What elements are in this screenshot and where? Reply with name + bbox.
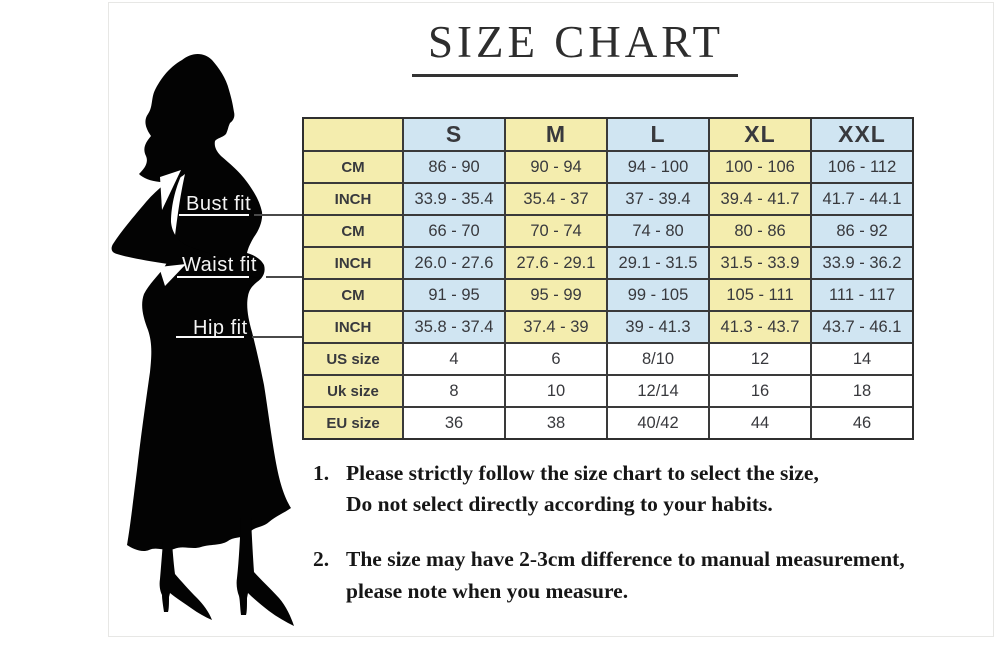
waist-fit-line bbox=[266, 276, 302, 278]
silhouette-gap-upper bbox=[160, 170, 181, 210]
table-cell: 14 bbox=[812, 344, 912, 374]
table-cell: 43.7 - 46.1 bbox=[812, 312, 912, 342]
table-cell: 66 - 70 bbox=[404, 216, 504, 246]
note-number: 1. bbox=[313, 461, 330, 485]
table-cell: 86 - 90 bbox=[404, 152, 504, 182]
size-column-header-s: S bbox=[404, 119, 504, 150]
size-table: S M L XL XXL CM 86 - 90 90 - 94 94 - 100… bbox=[302, 117, 914, 440]
row-label: Uk size bbox=[304, 376, 402, 406]
row-label: INCH bbox=[304, 312, 402, 342]
notes: 1. Please strictly follow the size chart… bbox=[313, 458, 993, 607]
table-cell: 39.4 - 41.7 bbox=[710, 184, 810, 214]
silhouette-arm bbox=[111, 170, 261, 278]
table-cell: 8/10 bbox=[608, 344, 708, 374]
table-cell: 44 bbox=[710, 408, 810, 438]
note-line: The size may have 2-3cm difference to ma… bbox=[346, 547, 905, 572]
table-cell: 90 - 94 bbox=[506, 152, 606, 182]
table-cell: 46 bbox=[812, 408, 912, 438]
table-cell: 16 bbox=[710, 376, 810, 406]
table-cell: 94 - 100 bbox=[608, 152, 708, 182]
table-cell: 10 bbox=[506, 376, 606, 406]
hip-fit-line bbox=[252, 336, 302, 338]
note-number: 2. bbox=[313, 547, 330, 572]
table-cell: 35.8 - 37.4 bbox=[404, 312, 504, 342]
title-underline bbox=[412, 74, 738, 77]
table-cell: 8 bbox=[404, 376, 504, 406]
table-cell: 37 - 39.4 bbox=[608, 184, 708, 214]
row-label: EU size bbox=[304, 408, 402, 438]
row-label: CM bbox=[304, 216, 402, 246]
row-label: CM bbox=[304, 280, 402, 310]
table-cell: 39 - 41.3 bbox=[608, 312, 708, 342]
table-cell: 12/14 bbox=[608, 376, 708, 406]
row-label: US size bbox=[304, 344, 402, 374]
size-column-header-xl: XL bbox=[710, 119, 810, 150]
size-column-header-l: L bbox=[608, 119, 708, 150]
table-cell: 105 - 111 bbox=[710, 280, 810, 310]
table-cell: 41.3 - 43.7 bbox=[710, 312, 810, 342]
table-corner-cell bbox=[304, 119, 402, 150]
table-cell: 111 - 117 bbox=[812, 280, 912, 310]
table-cell: 37.4 - 39 bbox=[506, 312, 606, 342]
note-text: The size may have 2-3cm difference to ma… bbox=[346, 544, 905, 606]
silhouette-front-leg bbox=[236, 518, 294, 626]
hip-fit-line-white bbox=[176, 336, 244, 338]
page-title: SIZE CHART bbox=[427, 17, 725, 67]
silhouette-body bbox=[127, 54, 291, 552]
row-label: INCH bbox=[304, 248, 402, 278]
table-cell: 80 - 86 bbox=[710, 216, 810, 246]
row-label: INCH bbox=[304, 184, 402, 214]
table-cell: 95 - 99 bbox=[506, 280, 606, 310]
bust-fit-label: Bust fit bbox=[186, 193, 252, 215]
row-label: CM bbox=[304, 152, 402, 182]
waist-fit-line-white bbox=[177, 276, 249, 278]
table-cell: 4 bbox=[404, 344, 504, 374]
size-column-header-xxl: XXL bbox=[812, 119, 912, 150]
table-cell: 31.5 - 33.9 bbox=[710, 248, 810, 278]
table-cell: 38 bbox=[506, 408, 606, 438]
note-item: 1. Please strictly follow the size chart… bbox=[313, 458, 993, 520]
table-cell: 99 - 105 bbox=[608, 280, 708, 310]
note-text: Please strictly follow the size chart to… bbox=[346, 458, 819, 520]
table-cell: 86 - 92 bbox=[812, 216, 912, 246]
table-cell: 18 bbox=[812, 376, 912, 406]
table-cell: 106 - 112 bbox=[812, 152, 912, 182]
table-cell: 41.7 - 44.1 bbox=[812, 184, 912, 214]
waist-fit-label: Waist fit bbox=[182, 254, 257, 276]
table-cell: 40/42 bbox=[608, 408, 708, 438]
table-cell: 100 - 106 bbox=[710, 152, 810, 182]
note-line: Do not select directly according to your… bbox=[346, 492, 773, 517]
table-cell: 33.9 - 36.2 bbox=[812, 248, 912, 278]
woman-silhouette bbox=[111, 54, 294, 626]
note-line: Please strictly follow the size chart to… bbox=[346, 461, 819, 485]
table-cell: 29.1 - 31.5 bbox=[608, 248, 708, 278]
table-cell: 6 bbox=[506, 344, 606, 374]
silhouette-gap-lower bbox=[159, 264, 186, 286]
table-cell: 27.6 - 29.1 bbox=[506, 248, 606, 278]
bust-fit-line bbox=[254, 214, 302, 216]
table-cell: 70 - 74 bbox=[506, 216, 606, 246]
table-cell: 91 - 95 bbox=[404, 280, 504, 310]
note-line: please note when you measure. bbox=[346, 578, 629, 603]
table-cell: 74 - 80 bbox=[608, 216, 708, 246]
bust-fit-line-white bbox=[179, 214, 249, 216]
table-cell: 12 bbox=[710, 344, 810, 374]
note-item: 2. The size may have 2-3cm difference to… bbox=[313, 544, 993, 606]
table-cell: 35.4 - 37 bbox=[506, 184, 606, 214]
silhouette-back-leg bbox=[159, 542, 212, 620]
table-cell: 26.0 - 27.6 bbox=[404, 248, 504, 278]
size-column-header-m: M bbox=[506, 119, 606, 150]
table-cell: 36 bbox=[404, 408, 504, 438]
hip-fit-label: Hip fit bbox=[193, 317, 248, 339]
table-cell: 33.9 - 35.4 bbox=[404, 184, 504, 214]
